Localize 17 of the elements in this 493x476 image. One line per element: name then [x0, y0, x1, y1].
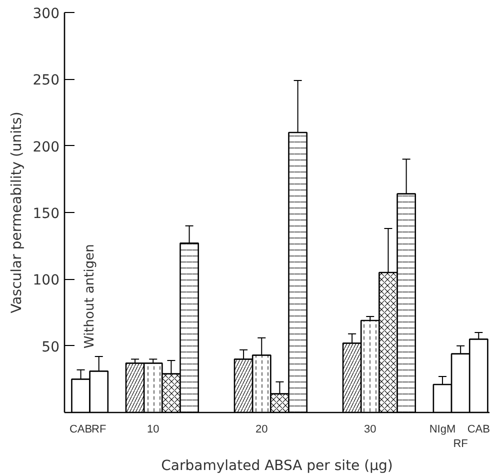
x-tick-label: RF [453, 438, 468, 450]
x-tick-label: NIgM [429, 424, 456, 436]
y-tick-label: 50 [42, 339, 60, 356]
x-tick-label: CAB [69, 424, 92, 436]
x-tick-label: RF [92, 424, 106, 436]
y-axis-title: Vascular permeability (units) [8, 112, 25, 314]
y-tick-label: 200 [32, 139, 60, 156]
annotation: Without antigen [82, 244, 98, 348]
y-tick-label: 300 [32, 6, 60, 22]
y-tick-label: 250 [32, 72, 60, 89]
x-tick-label: 10 [147, 424, 160, 436]
x-axis-title: Carbamylated ABSA per site (μg) [161, 458, 393, 474]
y-tick-label: 150 [32, 206, 60, 222]
x-tick-label: CAB [467, 424, 490, 436]
x-tick-label: 20 [256, 424, 268, 436]
y-tick-label: 100 [32, 272, 60, 289]
x-tick-label: 30 [364, 424, 376, 436]
